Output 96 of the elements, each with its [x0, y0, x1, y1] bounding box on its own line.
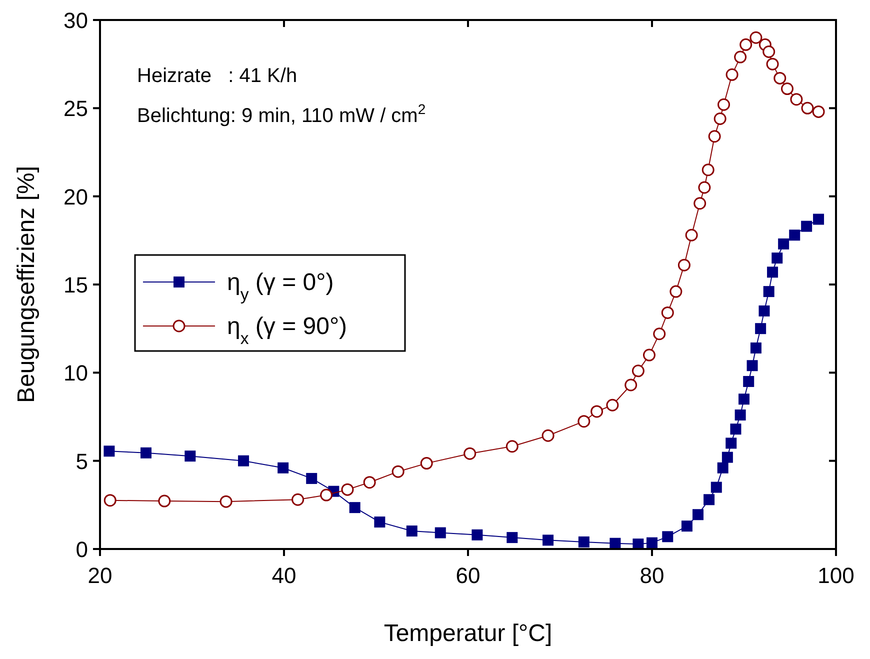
point: [374, 516, 386, 528]
point: [755, 323, 766, 334]
y-tick-label: 0: [76, 537, 88, 562]
y-tick-label: 25: [64, 96, 88, 122]
point: [406, 526, 418, 537]
point: [610, 538, 621, 549]
point: [694, 197, 706, 210]
legend-label: η$_{y}$ (γ = 0°): [227, 269, 334, 304]
point: [714, 112, 726, 125]
point: [812, 105, 825, 118]
point: [726, 438, 737, 449]
point: [778, 238, 790, 250]
point: [642, 348, 656, 362]
point: [692, 509, 704, 520]
x-tick-label: 40: [272, 563, 296, 588]
point: [506, 440, 518, 453]
point: [606, 398, 619, 412]
y-tick-label: 15: [64, 272, 88, 298]
annotation: Heizrate : 41 K/h: [137, 65, 298, 87]
point: [801, 102, 814, 114]
point: [104, 494, 116, 507]
point: [624, 378, 638, 392]
point: [238, 455, 250, 466]
point: [698, 181, 711, 194]
point: [661, 306, 674, 319]
point: [801, 220, 812, 232]
point: [789, 230, 800, 241]
point: [708, 130, 721, 143]
point: [726, 68, 738, 81]
point: [685, 228, 698, 242]
x-axis-title: Temperatur [°C]: [384, 620, 552, 647]
point: [349, 502, 360, 514]
point: [434, 527, 446, 538]
point: [774, 72, 786, 84]
point: [392, 465, 404, 478]
point: [772, 252, 783, 264]
point: [590, 405, 604, 418]
point: [790, 93, 803, 106]
point: [730, 424, 742, 435]
point: [578, 415, 590, 428]
point: [420, 457, 433, 470]
point: [140, 447, 152, 458]
point: [767, 266, 778, 278]
point: [363, 476, 376, 489]
y-tick-label: 30: [64, 8, 88, 33]
point: [740, 38, 752, 51]
point: [762, 45, 776, 58]
point: [578, 536, 590, 548]
point: [670, 285, 682, 298]
x-tick-label: 80: [640, 563, 664, 588]
point: [780, 82, 794, 96]
point: [542, 534, 554, 546]
point: [184, 450, 196, 462]
point: [506, 532, 518, 544]
point: [766, 58, 779, 70]
point: [278, 462, 289, 474]
point: [158, 494, 171, 508]
point: [813, 214, 824, 225]
legend-label: η$_{x}$ (γ = 90°): [227, 313, 348, 348]
point: [653, 328, 666, 340]
point: [292, 493, 304, 506]
point: [104, 446, 115, 457]
point: [320, 488, 333, 502]
point: [750, 31, 762, 44]
y-tick-label: 20: [64, 184, 88, 210]
point: [746, 360, 758, 372]
point: [704, 494, 715, 506]
point: [734, 409, 746, 420]
x-tick-label: 100: [818, 563, 854, 588]
point: [763, 286, 774, 298]
point: [662, 531, 674, 542]
point: [718, 98, 730, 111]
point: [710, 482, 722, 493]
point: [220, 495, 232, 508]
point: [306, 472, 318, 484]
point: [646, 537, 658, 548]
point: [734, 50, 747, 64]
point: [738, 394, 750, 405]
point: [717, 462, 728, 474]
y-tick-label: 10: [64, 360, 88, 386]
point: [722, 452, 733, 463]
y-tick-label: 5: [76, 448, 88, 474]
y-axis-title: Beugungseffizienz [%]: [13, 166, 40, 404]
point: [472, 529, 483, 540]
point: [750, 342, 762, 354]
point: [464, 447, 476, 460]
point: [681, 520, 692, 532]
point: [743, 376, 754, 387]
point: [702, 164, 714, 176]
point: [341, 483, 354, 496]
point: [678, 258, 690, 272]
x-tick-label: 60: [456, 563, 480, 588]
point: [758, 305, 770, 316]
point: [542, 429, 554, 442]
annotation: Belichtung: 9 min, 110 mW / cm$^{2}$: [137, 101, 426, 127]
point: [632, 364, 644, 378]
